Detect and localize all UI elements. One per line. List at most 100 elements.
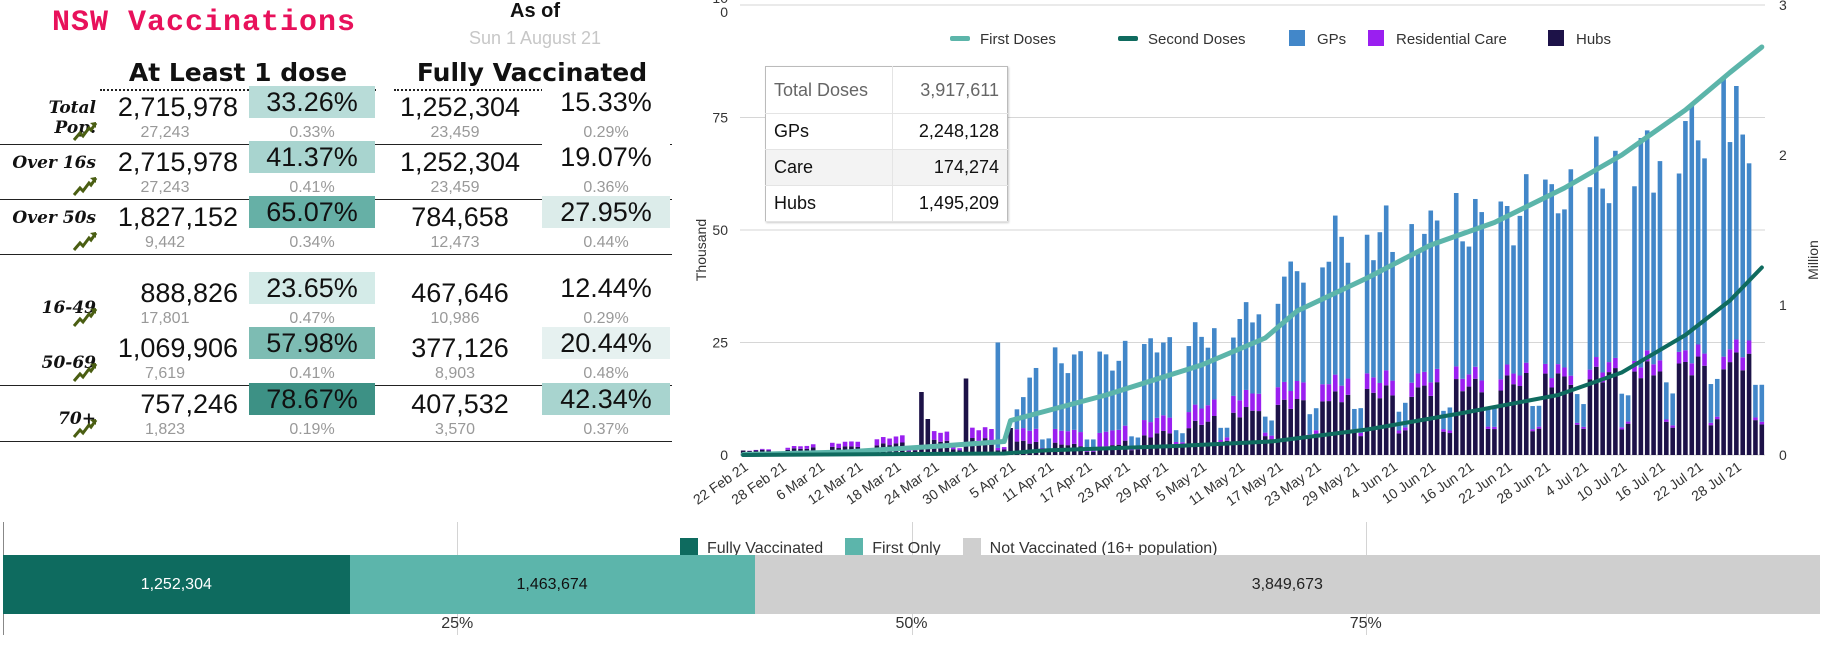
bar-tick-label: 75% — [1349, 615, 1382, 632]
bar-residential-care — [1339, 385, 1344, 403]
bar-hubs — [1371, 392, 1376, 455]
bar-gps — [1269, 420, 1274, 436]
fully-vaccinated-pct: 27.95% — [542, 196, 670, 228]
trend-up-icon — [72, 232, 98, 251]
bar-gps — [1683, 121, 1688, 351]
bar-residential-care — [1574, 422, 1580, 425]
bar-hubs — [1250, 410, 1255, 455]
totals-row-gps: GPs 2,248,128 — [765, 113, 1008, 150]
totals-label: Hubs — [765, 185, 893, 222]
bar-hubs — [1721, 369, 1726, 455]
bar-hubs — [1186, 428, 1192, 455]
bar-gps — [1536, 405, 1542, 427]
bar-residential-care — [1345, 378, 1351, 395]
bar-hubs — [1453, 379, 1459, 455]
bar-hubs — [1740, 370, 1746, 455]
first-dose-pct-change: 0.34% — [289, 234, 335, 251]
bar-gps — [1059, 363, 1064, 431]
y2-tick-label: 1 — [1779, 297, 1787, 313]
bar-gps — [1078, 351, 1083, 433]
bar-hubs — [1256, 411, 1262, 455]
bar-residential-care — [1122, 425, 1128, 441]
bar-gps — [1632, 186, 1637, 361]
totals-value: 1,495,209 — [892, 185, 1008, 222]
bar-hubs — [919, 392, 924, 455]
bar-gps — [1065, 373, 1071, 432]
bar-hubs — [982, 438, 988, 455]
y-tick-label: 0 — [720, 447, 728, 463]
bar-residential-care — [1237, 400, 1243, 418]
legend-swatch — [1118, 36, 1138, 41]
totals-table: Total Doses 3,917,611 GPs 2,248,128 Care 174,… — [765, 66, 1008, 222]
page-title: NSW Vaccinations — [52, 6, 357, 40]
bar-gps — [1523, 174, 1529, 363]
bar-hubs — [1606, 372, 1612, 455]
bar-gps — [1530, 406, 1535, 430]
bar-gps — [1282, 276, 1287, 382]
bar-hubs — [1339, 402, 1344, 455]
bar-gps — [1135, 437, 1141, 447]
bar-residential-care — [1269, 435, 1274, 440]
first-dose-pct: 33.26% — [249, 86, 375, 118]
bar-residential-care — [753, 449, 759, 451]
row-label: Over 50s — [12, 208, 96, 228]
bar-residential-care — [1173, 441, 1179, 446]
bar-hubs — [1702, 365, 1707, 455]
bar-gps — [1364, 234, 1370, 374]
bar-gps — [1199, 336, 1204, 409]
bar-hubs — [1530, 431, 1535, 455]
as-of-date: Sun 1 August 21 — [468, 28, 602, 48]
bar-residential-care — [1581, 426, 1586, 429]
status-legend-item: Not Vaccinated (16+ population) — [962, 538, 1218, 558]
row-label: 16-49 — [41, 298, 96, 318]
bar-residential-care — [1676, 351, 1682, 364]
bar-gps — [1651, 192, 1656, 365]
bar-gps — [1695, 140, 1701, 345]
legend-swatch — [962, 538, 981, 556]
legend-label: First Doses — [980, 31, 1056, 48]
trend-up-icon — [72, 177, 98, 196]
legend-label: Not Vaccinated (16+ population) — [989, 540, 1218, 557]
bar-hubs — [1428, 395, 1434, 455]
first-dose-change: 27,243 — [140, 179, 190, 196]
totals-label: Total Doses — [765, 66, 893, 114]
bar-residential-care — [1364, 373, 1370, 389]
legend-swatch — [950, 36, 970, 41]
bar-gps — [1027, 377, 1032, 431]
bar-hubs — [1161, 430, 1166, 455]
bar-hubs — [1511, 384, 1516, 455]
bar-hubs — [1212, 415, 1217, 455]
bar-residential-care — [1205, 405, 1211, 422]
bar-gps — [1250, 322, 1255, 394]
first-dose-pct: 57.98% — [249, 327, 375, 359]
bar-gps — [1409, 224, 1414, 383]
bar-gps — [1511, 245, 1516, 374]
bar-gps — [1460, 241, 1465, 379]
bar-hubs — [1084, 451, 1090, 455]
first-dose-count: 2,715,978 — [117, 92, 238, 122]
bar-gps — [1154, 352, 1160, 418]
bar-segment-not: 3,849,673 — [754, 555, 1820, 614]
bar-residential-care — [1078, 432, 1083, 447]
bar-residential-care — [1097, 432, 1102, 448]
bar-residential-care — [1689, 363, 1695, 376]
bar-hubs — [1543, 373, 1548, 455]
stat-row-50-69: 50-69 1,069,906 57.98% 377,126 20.44% 7,… — [0, 325, 672, 386]
bar-hubs — [925, 419, 931, 455]
bar-gps — [1447, 407, 1453, 431]
bar-hubs — [1683, 361, 1688, 455]
status-legend-item: First Only — [845, 538, 941, 558]
bar-gps — [1676, 173, 1682, 352]
bar-residential-care — [1447, 430, 1453, 434]
bar-gps — [1084, 439, 1090, 449]
bar-gps — [1301, 282, 1306, 383]
stat-row-over-50s: Over 50s 1,827,152 65.07% 784,658 27.95%… — [0, 194, 672, 255]
legend-label: First Only — [872, 540, 941, 557]
bar-residential-care — [1593, 357, 1599, 367]
bar-gps — [1275, 303, 1281, 388]
y2-tick-label: 3 — [1779, 0, 1787, 13]
bar-hubs — [1517, 386, 1523, 455]
bar-gps — [1377, 232, 1383, 383]
first-dose-pct-change: 0.41% — [289, 179, 335, 196]
bar-hubs — [1294, 399, 1300, 455]
